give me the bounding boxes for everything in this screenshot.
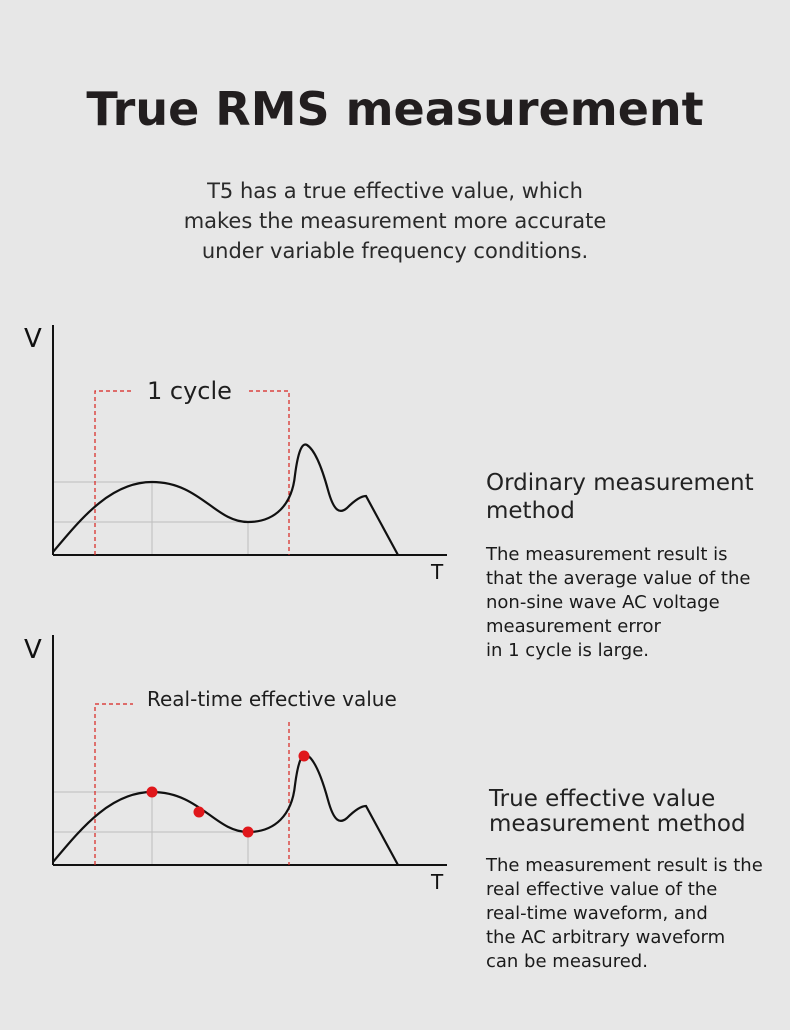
ordinary-waveform-chart: V T 1 cycle (24, 324, 447, 584)
description-line: the AC arbitrary waveform (486, 927, 726, 948)
description-line: The measurement result is the (486, 855, 763, 876)
subtitle-line-1: T5 has a true effective value, which (207, 179, 583, 203)
sample-point (242, 826, 254, 838)
cycle-annotation: 1 cycle (147, 377, 232, 405)
cycle-bracket (94, 390, 290, 555)
heading-line: measurement method (489, 811, 746, 837)
true-rms-method-heading: True effective value measurement method (489, 787, 746, 837)
waveform-curve (52, 753, 399, 866)
heading-line: True effective value (489, 786, 716, 812)
description-line: real-time waveform, and (486, 903, 708, 924)
x-axis-label: T (430, 560, 444, 584)
true-rms-waveform-chart: V T Real-time effective value (24, 635, 447, 894)
description-line: that the average value of the (486, 568, 751, 589)
page-title: True RMS measurement (86, 82, 704, 136)
ordinary-method-description: The measurement result is that the avera… (486, 543, 750, 663)
true-rms-method-description: The measurement result is the real effec… (486, 854, 763, 974)
measurement-bracket (94, 703, 290, 865)
x-axis-label: T (430, 870, 444, 894)
description-line: non-sine wave AC voltage (486, 592, 720, 613)
description-line: can be measured. (486, 951, 648, 972)
description-line: measurement error (486, 616, 661, 637)
heading-line: Ordinary measurement (486, 470, 754, 496)
subtitle-line-3: under variable frequency conditions. (201, 239, 589, 263)
waveform-curve (52, 443, 399, 556)
description-line: real effective value of the (486, 879, 718, 900)
description-line: The measurement result is (486, 544, 728, 565)
realtime-annotation: Real-time effective value (147, 687, 397, 711)
sample-point (146, 786, 158, 798)
subtitle: T5 has a true effective value, which mak… (0, 176, 790, 266)
sample-point (298, 750, 310, 762)
heading-line: method (486, 498, 575, 524)
description-line: in 1 cycle is large. (486, 640, 649, 661)
subtitle-line-2: makes the measurement more accurate (183, 209, 607, 233)
y-axis-label: V (24, 324, 42, 354)
ordinary-method-heading: Ordinary measurement method (486, 469, 754, 525)
sample-point (193, 806, 205, 818)
y-axis-label: V (24, 635, 42, 665)
